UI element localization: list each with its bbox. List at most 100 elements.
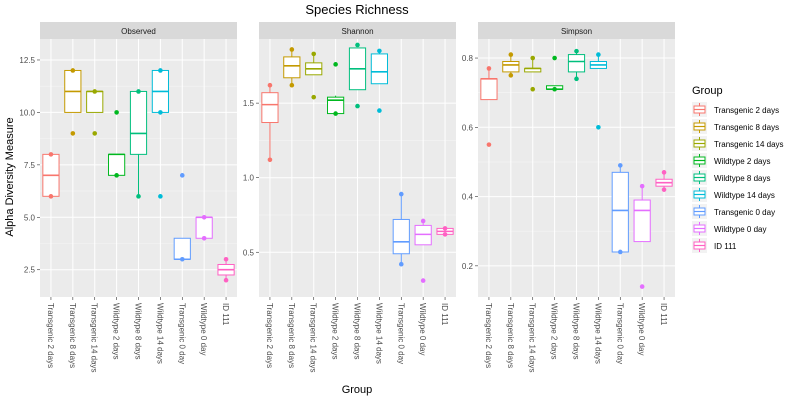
- box-8: [414, 218, 432, 283]
- legend-entry: Transgenic 14 days: [692, 136, 784, 151]
- x-tick-label: Transgenic 2 days: [265, 303, 274, 368]
- facet-panels: Observed 2.5 5.0 7.5 10.0 12.5 Transgenic 2 da…: [19, 22, 675, 373]
- legend-entry: Transgenic 0 day: [692, 204, 775, 219]
- facet-strip-label: Observed: [121, 27, 156, 36]
- data-point: [136, 194, 141, 199]
- facet-strip: [478, 22, 675, 39]
- box-2: [283, 47, 301, 88]
- x-tick-label: Wildtype 14 days: [155, 303, 164, 364]
- box-1: [261, 82, 279, 163]
- data-point: [530, 55, 536, 61]
- data-point: [355, 103, 360, 109]
- data-point: [267, 82, 273, 88]
- box-iqr: [392, 218, 410, 255]
- legend-entry: Transgenic 8 days: [692, 119, 779, 134]
- data-point: [201, 214, 207, 220]
- legend-entry: Transgenic 2 days: [692, 102, 779, 117]
- data-point: [617, 249, 623, 255]
- data-point: [114, 173, 119, 178]
- data-point: [158, 68, 163, 73]
- data-point: [355, 42, 360, 48]
- box-5: [129, 89, 148, 199]
- data-point: [92, 131, 98, 136]
- box-iqr: [261, 92, 279, 124]
- box-iqr: [129, 90, 148, 155]
- y-tick-label: 5.0: [24, 213, 36, 222]
- data-point: [639, 183, 645, 189]
- legend-title: Group: [692, 85, 723, 97]
- data-point: [377, 48, 382, 54]
- legend-entry: Wildtype 8 days: [692, 170, 770, 185]
- x-tick-label: Wildtype 8 days: [134, 303, 143, 359]
- legend-entry: ID 111: [692, 238, 737, 253]
- data-point: [70, 68, 76, 73]
- box-iqr: [108, 153, 126, 176]
- box-iqr: [283, 56, 301, 79]
- data-point: [486, 66, 492, 71]
- legend-label: Transgenic 2 days: [714, 106, 779, 115]
- x-tick-label: Wildtype 2 days: [550, 303, 559, 359]
- data-point: [486, 142, 492, 147]
- x-tick-label: Wildtype 14 days: [593, 303, 602, 364]
- data-point: [530, 86, 536, 92]
- facet-strip: [40, 22, 237, 39]
- data-point: [661, 187, 667, 192]
- box-iqr: [567, 54, 586, 73]
- data-point: [552, 55, 557, 61]
- data-point: [114, 110, 119, 115]
- data-point: [92, 89, 98, 94]
- data-point: [661, 170, 667, 175]
- y-tick-label: 0.8: [462, 54, 474, 63]
- box-6: [151, 68, 169, 199]
- box-4: [108, 110, 126, 178]
- x-tick-label: ID 111: [221, 303, 230, 326]
- y-tick-label: 1.0: [243, 174, 255, 183]
- legend: Group Transgenic 2 days Transgenic 8 days…: [692, 85, 784, 253]
- data-point: [508, 52, 514, 57]
- data-point: [179, 173, 185, 178]
- data-point: [596, 125, 601, 130]
- data-point: [136, 89, 141, 94]
- data-point: [398, 191, 404, 197]
- legend-label: Transgenic 14 days: [714, 140, 784, 149]
- x-tick-label: Wildtype 8 days: [353, 303, 362, 359]
- box-4: [327, 62, 345, 116]
- y-tick-label: 7.5: [24, 161, 36, 170]
- panel-observed: Observed 2.5 5.0 7.5 10.0 12.5 Transgenic 2 da…: [19, 22, 237, 373]
- x-tick-label: Transgenic 0 day: [615, 303, 624, 364]
- facet-strip-label: Shannon: [341, 27, 373, 36]
- x-tick-label: Transgenic 14 days: [90, 303, 99, 373]
- box-iqr: [86, 90, 104, 113]
- x-axis-title: Group: [342, 384, 373, 396]
- x-tick-label: Transgenic 0 day: [177, 303, 186, 364]
- legend-label: Wildtype 0 day: [714, 225, 766, 234]
- x-tick-label: Wildtype 2 days: [112, 303, 121, 359]
- legend-entry: Wildtype 2 days: [692, 153, 770, 168]
- data-point: [48, 152, 54, 157]
- box-2: [64, 68, 82, 136]
- x-tick-label: Transgenic 8 days: [287, 303, 296, 368]
- box-7: [392, 191, 410, 267]
- box-8: [195, 214, 213, 241]
- data-point: [201, 235, 207, 241]
- box-3: [305, 51, 323, 100]
- data-point: [267, 157, 273, 163]
- box-iqr: [195, 216, 213, 239]
- y-tick-label: 0.4: [462, 193, 474, 202]
- legend-entry: Wildtype 0 day: [692, 221, 766, 236]
- legend-label: Wildtype 8 days: [714, 174, 770, 183]
- box-1: [42, 152, 60, 199]
- y-tick-label: 1.5: [243, 99, 255, 108]
- x-tick-label: Transgenic 0 day: [396, 303, 405, 364]
- x-tick-label: Transgenic 14 days: [528, 303, 537, 373]
- y-tick-label: 0.6: [462, 123, 474, 132]
- x-tick-label: Transgenic 14 days: [309, 303, 318, 373]
- x-tick-label: Wildtype 0 day: [418, 303, 427, 355]
- x-tick-label: Transgenic 8 days: [68, 303, 77, 368]
- data-point: [420, 278, 426, 283]
- data-point: [311, 94, 317, 100]
- legend-label: Transgenic 8 days: [714, 123, 779, 132]
- legend-label: Wildtype 14 days: [714, 191, 775, 200]
- data-point: [158, 194, 163, 199]
